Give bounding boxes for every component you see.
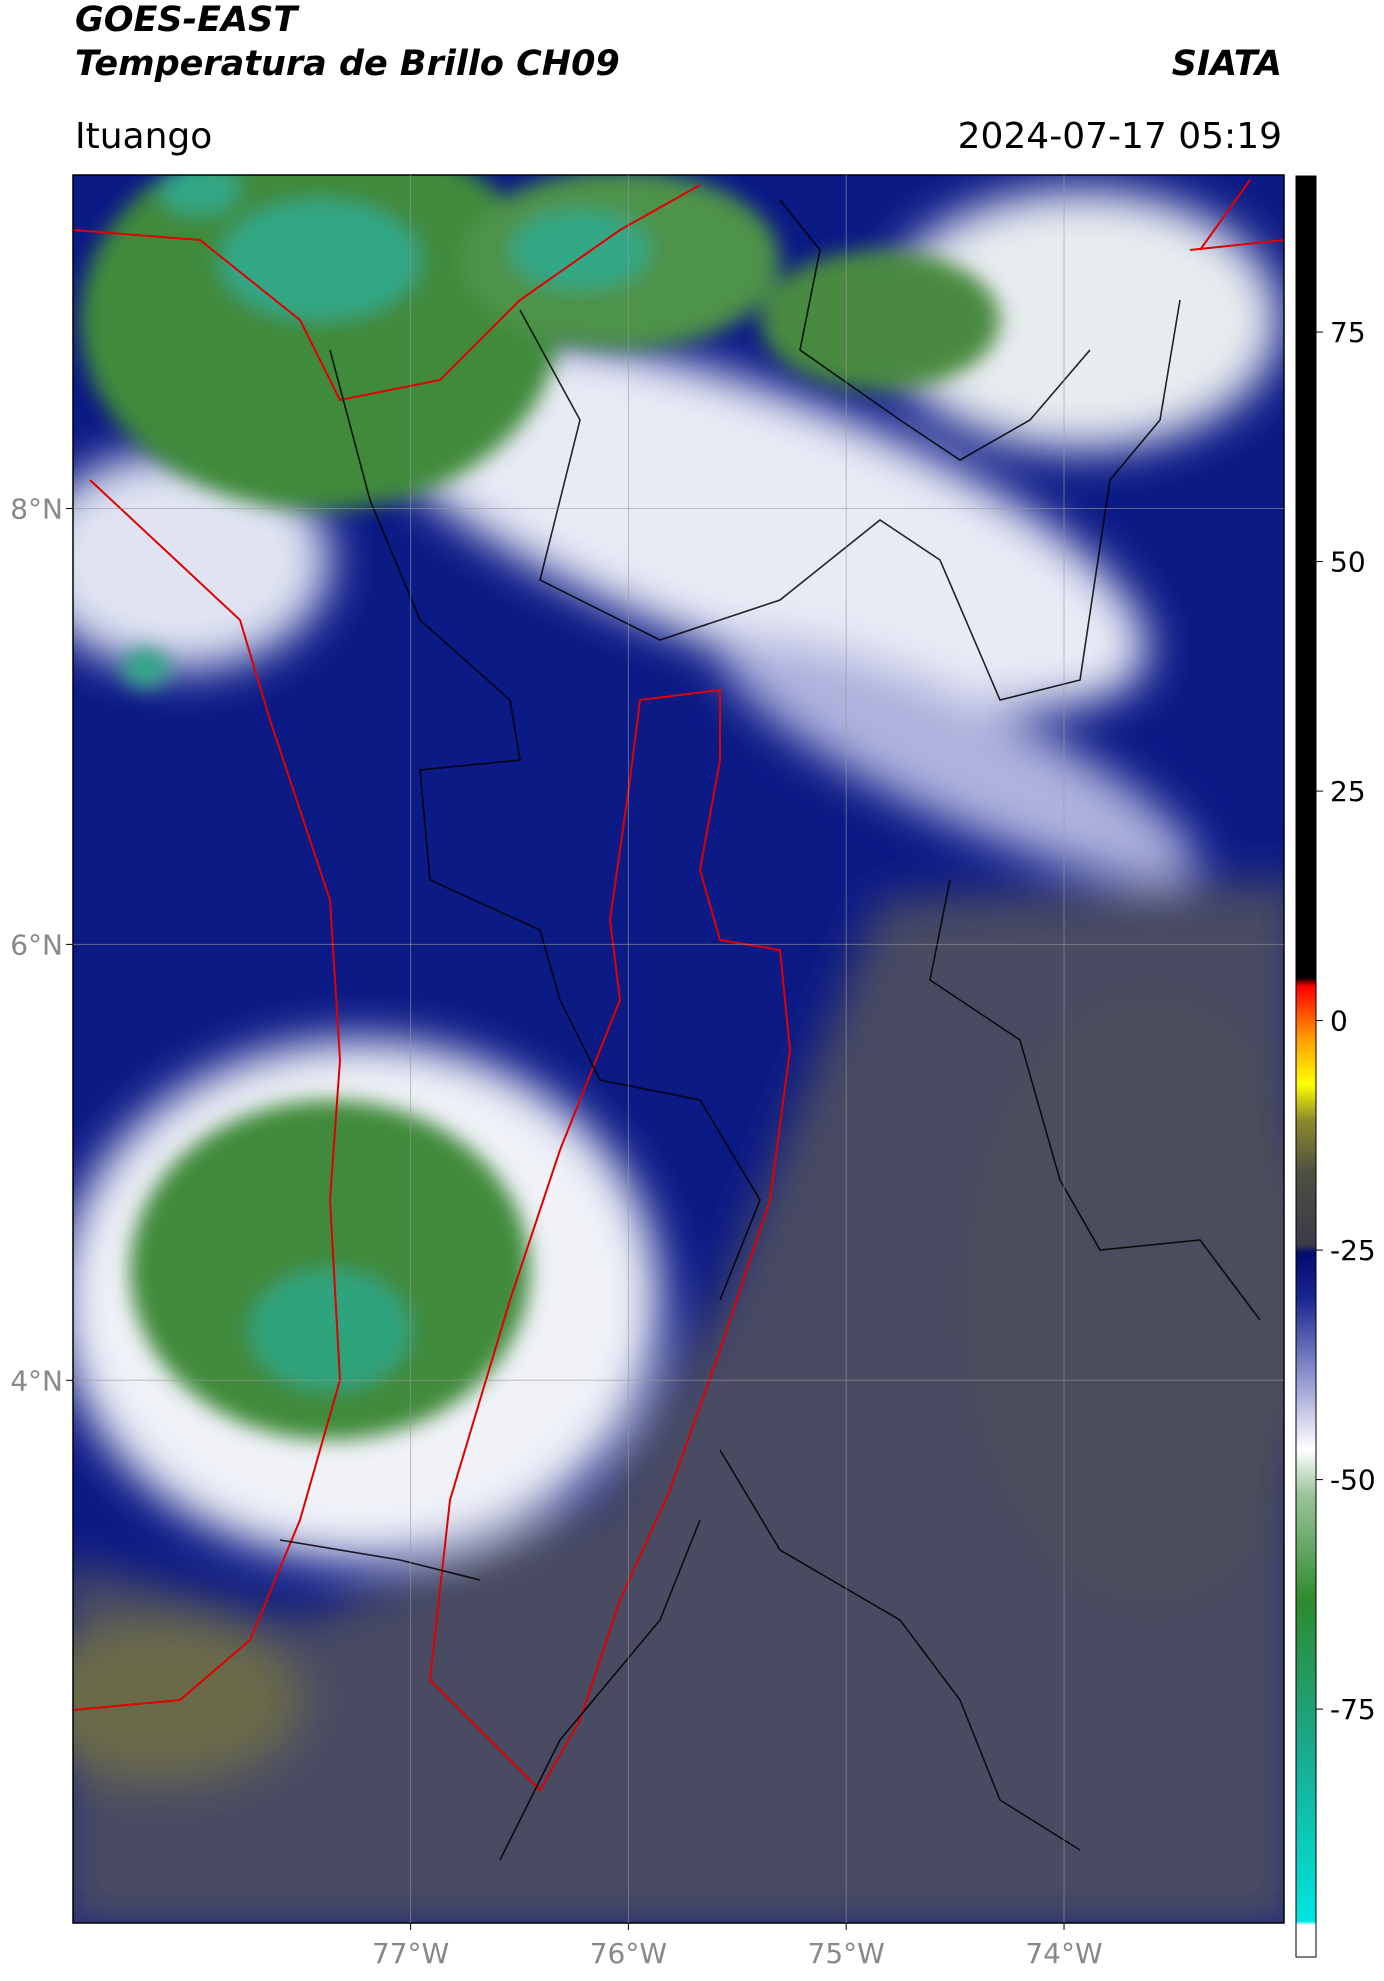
- x-tick-label: 77°W: [372, 1937, 449, 1970]
- colorbar-tick-label: -25: [1330, 1234, 1376, 1267]
- satellite-image: [73, 175, 1284, 1923]
- colorbar-tick-label: -75: [1330, 1693, 1376, 1726]
- y-tick-label: 4°N: [10, 1364, 63, 1397]
- map-frame: [72, 174, 1285, 1924]
- y-tick-label: 6°N: [10, 928, 63, 961]
- x-tick-label: 75°W: [808, 1937, 885, 1970]
- x-tick-label: 76°W: [590, 1937, 667, 1970]
- colorbar-tick-label: 50: [1330, 546, 1366, 579]
- colorbar-tick-label: 75: [1330, 316, 1366, 349]
- y-tick-label: 8°N: [10, 492, 63, 525]
- colorbar-tick-label: 0: [1330, 1005, 1348, 1038]
- title: GOES-EAST: [75, 0, 300, 40]
- x-tick-label: 74°W: [1025, 1937, 1102, 1970]
- location: Ituango: [75, 116, 212, 157]
- colorbar: [1295, 175, 1317, 1958]
- colorbar-tick-label: 25: [1330, 775, 1366, 808]
- subtitle: Temperatura de Brillo CH09: [75, 44, 620, 84]
- source: SIATA: [1172, 44, 1282, 84]
- colorbar-tick-label: -50: [1330, 1464, 1376, 1497]
- timestamp: 2024-07-17 05:19: [958, 116, 1282, 157]
